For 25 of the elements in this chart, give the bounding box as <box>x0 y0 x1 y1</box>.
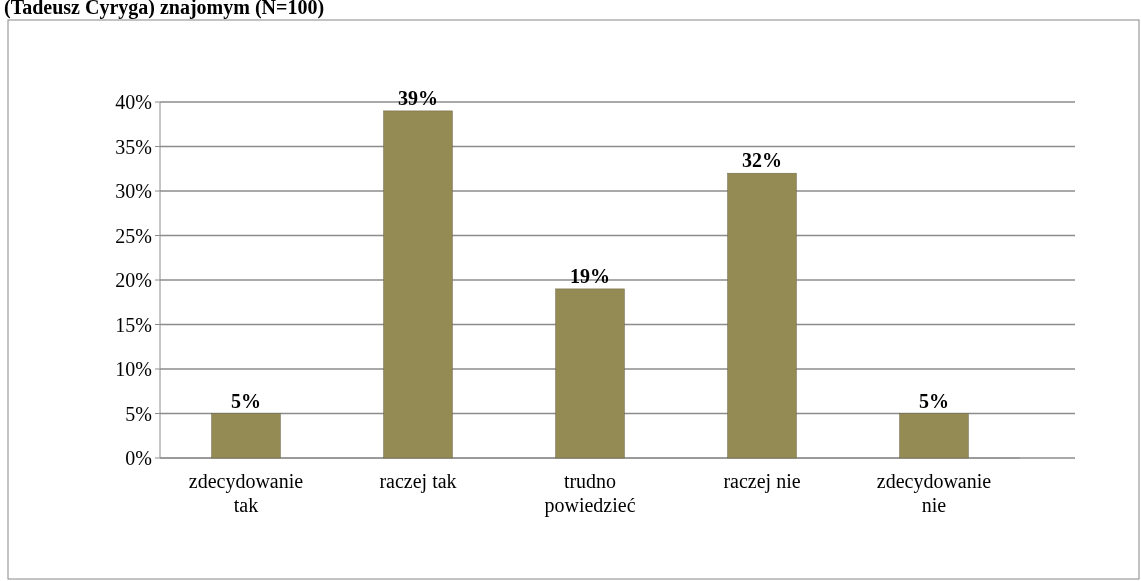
x-tick-label: raczej nie <box>723 470 801 493</box>
y-tick-label: 20% <box>115 269 152 291</box>
y-tick-label: 25% <box>115 224 152 247</box>
y-tick-label: 5% <box>125 402 152 425</box>
x-tick-label: zdecydowanie tak <box>188 470 304 516</box>
y-tick-label: 35% <box>115 135 152 158</box>
y-tick-label: 0% <box>125 447 152 469</box>
x-tick-label: trudno powiedzieć <box>544 470 636 517</box>
y-tick-label: 30% <box>115 180 152 202</box>
data-label: 5% <box>231 389 261 412</box>
bar <box>899 413 969 459</box>
data-label: 19% <box>570 264 610 287</box>
y-tick-label: 10% <box>115 358 152 380</box>
data-label: 5% <box>919 389 949 412</box>
bar <box>727 172 797 459</box>
y-tick-label: 15% <box>115 313 152 336</box>
data-label: 32% <box>742 149 782 172</box>
y-tick-label: 40% <box>115 91 152 113</box>
x-tick-label: zdecydowanie nie <box>876 470 992 516</box>
chart-title: (Tadeusz Cyryga) znajomym (N=100) <box>4 0 325 19</box>
bar <box>555 288 625 459</box>
x-tick-label: raczej tak <box>379 470 457 493</box>
bar <box>383 110 453 459</box>
data-label: 39% <box>398 86 438 109</box>
bar <box>211 413 281 459</box>
